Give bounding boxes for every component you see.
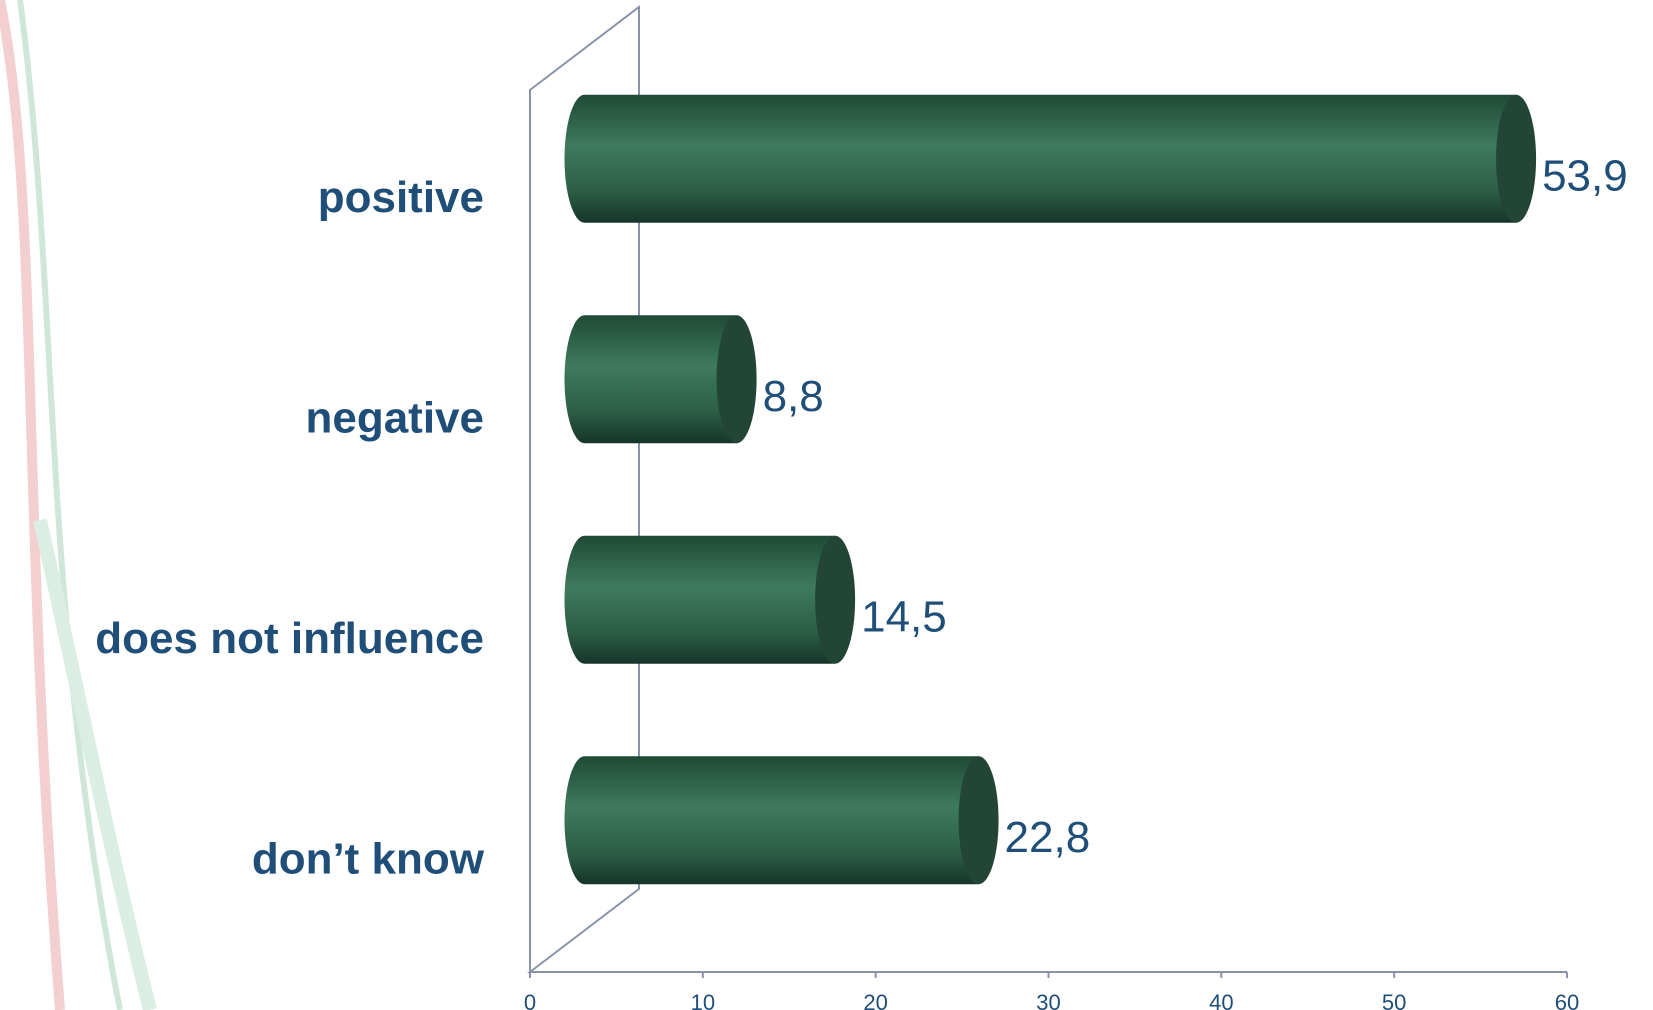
- bar-part: [958, 756, 999, 885]
- bar-part: [564, 315, 737, 444]
- bar: [564, 94, 1537, 223]
- bar-part: [1496, 94, 1537, 223]
- x-tick-label: 0: [524, 990, 536, 1010]
- bar: [564, 315, 757, 444]
- x-tick-label: 50: [1382, 990, 1406, 1010]
- value-label: 8,8: [763, 372, 824, 421]
- bar-part: [564, 94, 1517, 223]
- background-decoration: [0, 0, 157, 1010]
- category-label: negative: [305, 393, 484, 442]
- x-tick-label: 20: [863, 990, 887, 1010]
- x-tick-label: 30: [1036, 990, 1060, 1010]
- bar-part: [815, 535, 856, 664]
- value-label: 22,8: [1005, 813, 1091, 862]
- value-label: 14,5: [861, 592, 947, 641]
- x-tick-label: 60: [1555, 990, 1579, 1010]
- bar: [564, 535, 856, 664]
- x-tick-label: 40: [1209, 990, 1233, 1010]
- category-label: positive: [318, 173, 484, 222]
- bar-part: [564, 756, 979, 885]
- bar: [564, 756, 999, 885]
- category-label: don’t know: [252, 834, 485, 883]
- value-label: 53,9: [1542, 151, 1628, 200]
- category-label: does not influence: [95, 614, 484, 663]
- bar-part: [564, 535, 836, 664]
- bar-part: [716, 315, 757, 444]
- x-tick-label: 10: [691, 990, 715, 1010]
